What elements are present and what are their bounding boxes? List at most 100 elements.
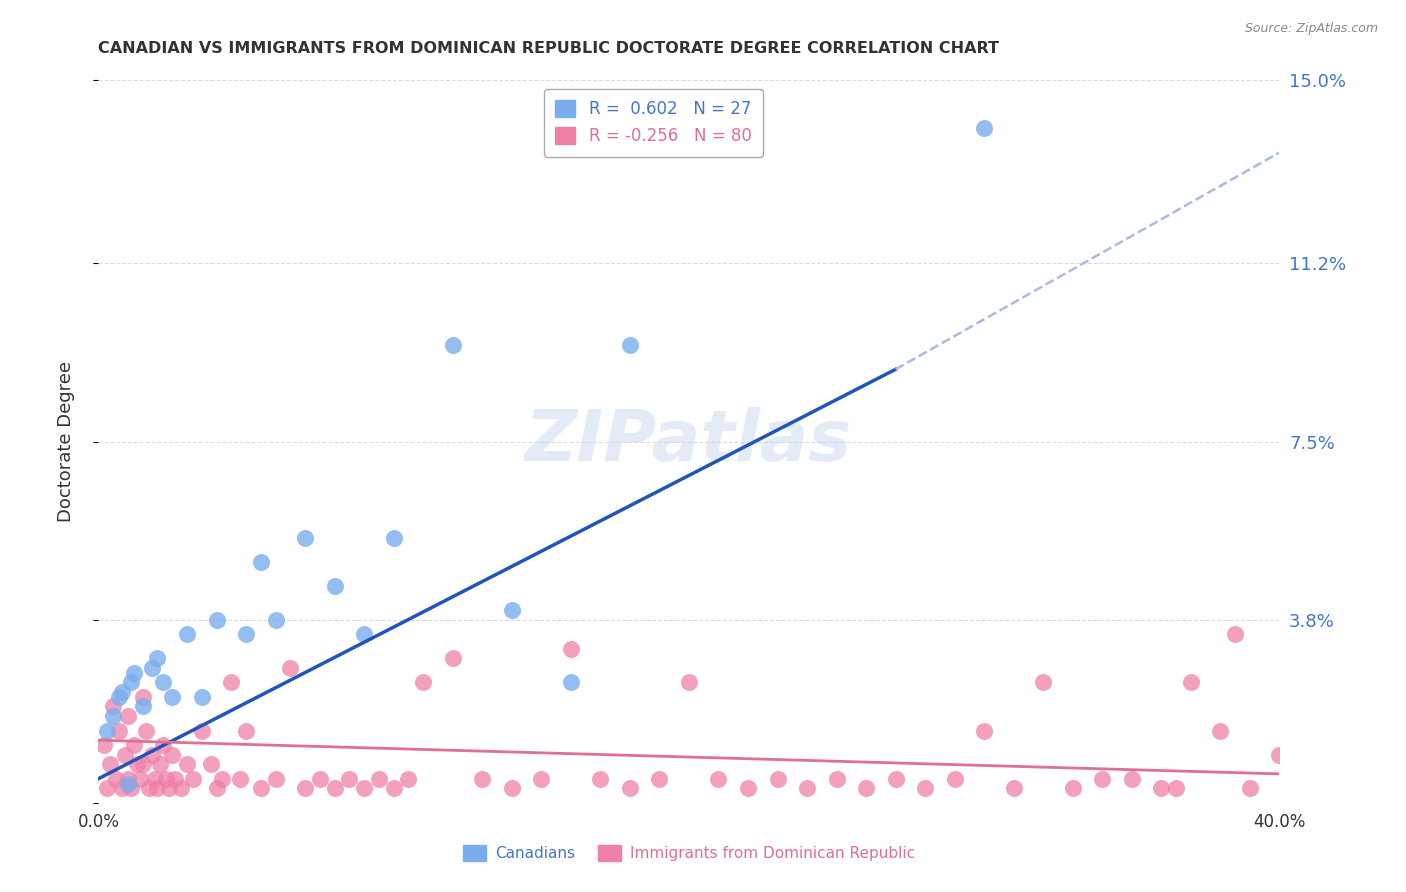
Point [205, 613, 228, 627]
Point [114, 747, 136, 762]
Point [165, 772, 187, 786]
Point [471, 772, 494, 786]
Point [221, 675, 243, 690]
Point [96, 781, 118, 796]
Point [122, 665, 145, 680]
Point [323, 781, 346, 796]
Point [309, 772, 332, 786]
Point [211, 772, 233, 786]
Point [108, 723, 131, 738]
Legend: Canadians, Immigrants from Dominican Republic: Canadians, Immigrants from Dominican Rep… [457, 839, 921, 867]
Point [441, 651, 464, 665]
Point [398, 772, 420, 786]
Y-axis label: Doctorate Degree: Doctorate Degree [56, 361, 75, 522]
Point [103, 709, 125, 723]
Text: ZIPatlas: ZIPatlas [526, 407, 852, 476]
Point [339, 772, 361, 786]
Point [648, 772, 671, 786]
Point [619, 338, 641, 352]
Point [103, 699, 125, 714]
Point [132, 757, 155, 772]
Point [181, 772, 204, 786]
Point [323, 579, 346, 593]
Point [884, 772, 907, 786]
Point [943, 772, 966, 786]
Point [1032, 675, 1054, 690]
Point [1091, 772, 1114, 786]
Point [205, 781, 228, 796]
Point [1239, 781, 1261, 796]
Point [146, 781, 169, 796]
Point [229, 772, 252, 786]
Point [264, 613, 287, 627]
Point [353, 781, 375, 796]
Text: CANADIAN VS IMMIGRANTS FROM DOMINICAN REPUBLIC DOCTORATE DEGREE CORRELATION CHAR: CANADIAN VS IMMIGRANTS FROM DOMINICAN RE… [98, 40, 1000, 55]
Point [280, 661, 302, 675]
Point [117, 709, 139, 723]
Text: Source: ZipAtlas.com: Source: ZipAtlas.com [1244, 22, 1378, 36]
Point [1002, 781, 1025, 796]
Point [1150, 781, 1173, 796]
Point [766, 772, 789, 786]
Point [382, 531, 405, 545]
Point [412, 675, 434, 690]
Point [157, 781, 180, 796]
Point [235, 627, 257, 641]
Point [111, 685, 134, 699]
Point [108, 690, 131, 704]
Point [560, 675, 582, 690]
Point [235, 723, 257, 738]
Point [105, 772, 128, 786]
Point [382, 781, 405, 796]
Point [125, 757, 148, 772]
Point [1062, 781, 1084, 796]
Point [589, 772, 612, 786]
Point [122, 738, 145, 752]
Point [707, 772, 730, 786]
Point [294, 531, 316, 545]
Point [120, 781, 142, 796]
Point [149, 757, 172, 772]
Point [560, 641, 582, 656]
Point [98, 757, 121, 772]
Point [117, 776, 139, 790]
Point [200, 757, 222, 772]
Point [619, 781, 641, 796]
Point [353, 627, 375, 641]
Point [170, 781, 193, 796]
Point [501, 781, 523, 796]
Point [294, 781, 316, 796]
Point [368, 772, 391, 786]
Point [191, 690, 214, 704]
Point [914, 781, 936, 796]
Point [162, 747, 183, 762]
Point [132, 690, 155, 704]
Point [501, 603, 523, 617]
Point [135, 723, 157, 738]
Point [1166, 781, 1188, 796]
Point [152, 738, 174, 752]
Point [162, 690, 183, 704]
Point [138, 781, 160, 796]
Point [117, 772, 139, 786]
Point [441, 338, 464, 352]
Point [128, 772, 150, 786]
Point [855, 781, 877, 796]
Point [973, 723, 995, 738]
Point [1268, 747, 1291, 762]
Point [678, 675, 700, 690]
Point [737, 781, 759, 796]
Point [143, 772, 166, 786]
Point [176, 627, 198, 641]
Point [250, 781, 273, 796]
Point [1180, 675, 1202, 690]
Point [530, 772, 553, 786]
Point [96, 723, 118, 738]
Point [264, 772, 287, 786]
Point [796, 781, 818, 796]
Point [176, 757, 198, 772]
Point [146, 651, 169, 665]
Point [250, 555, 273, 569]
Point [141, 747, 163, 762]
Point [1209, 723, 1232, 738]
